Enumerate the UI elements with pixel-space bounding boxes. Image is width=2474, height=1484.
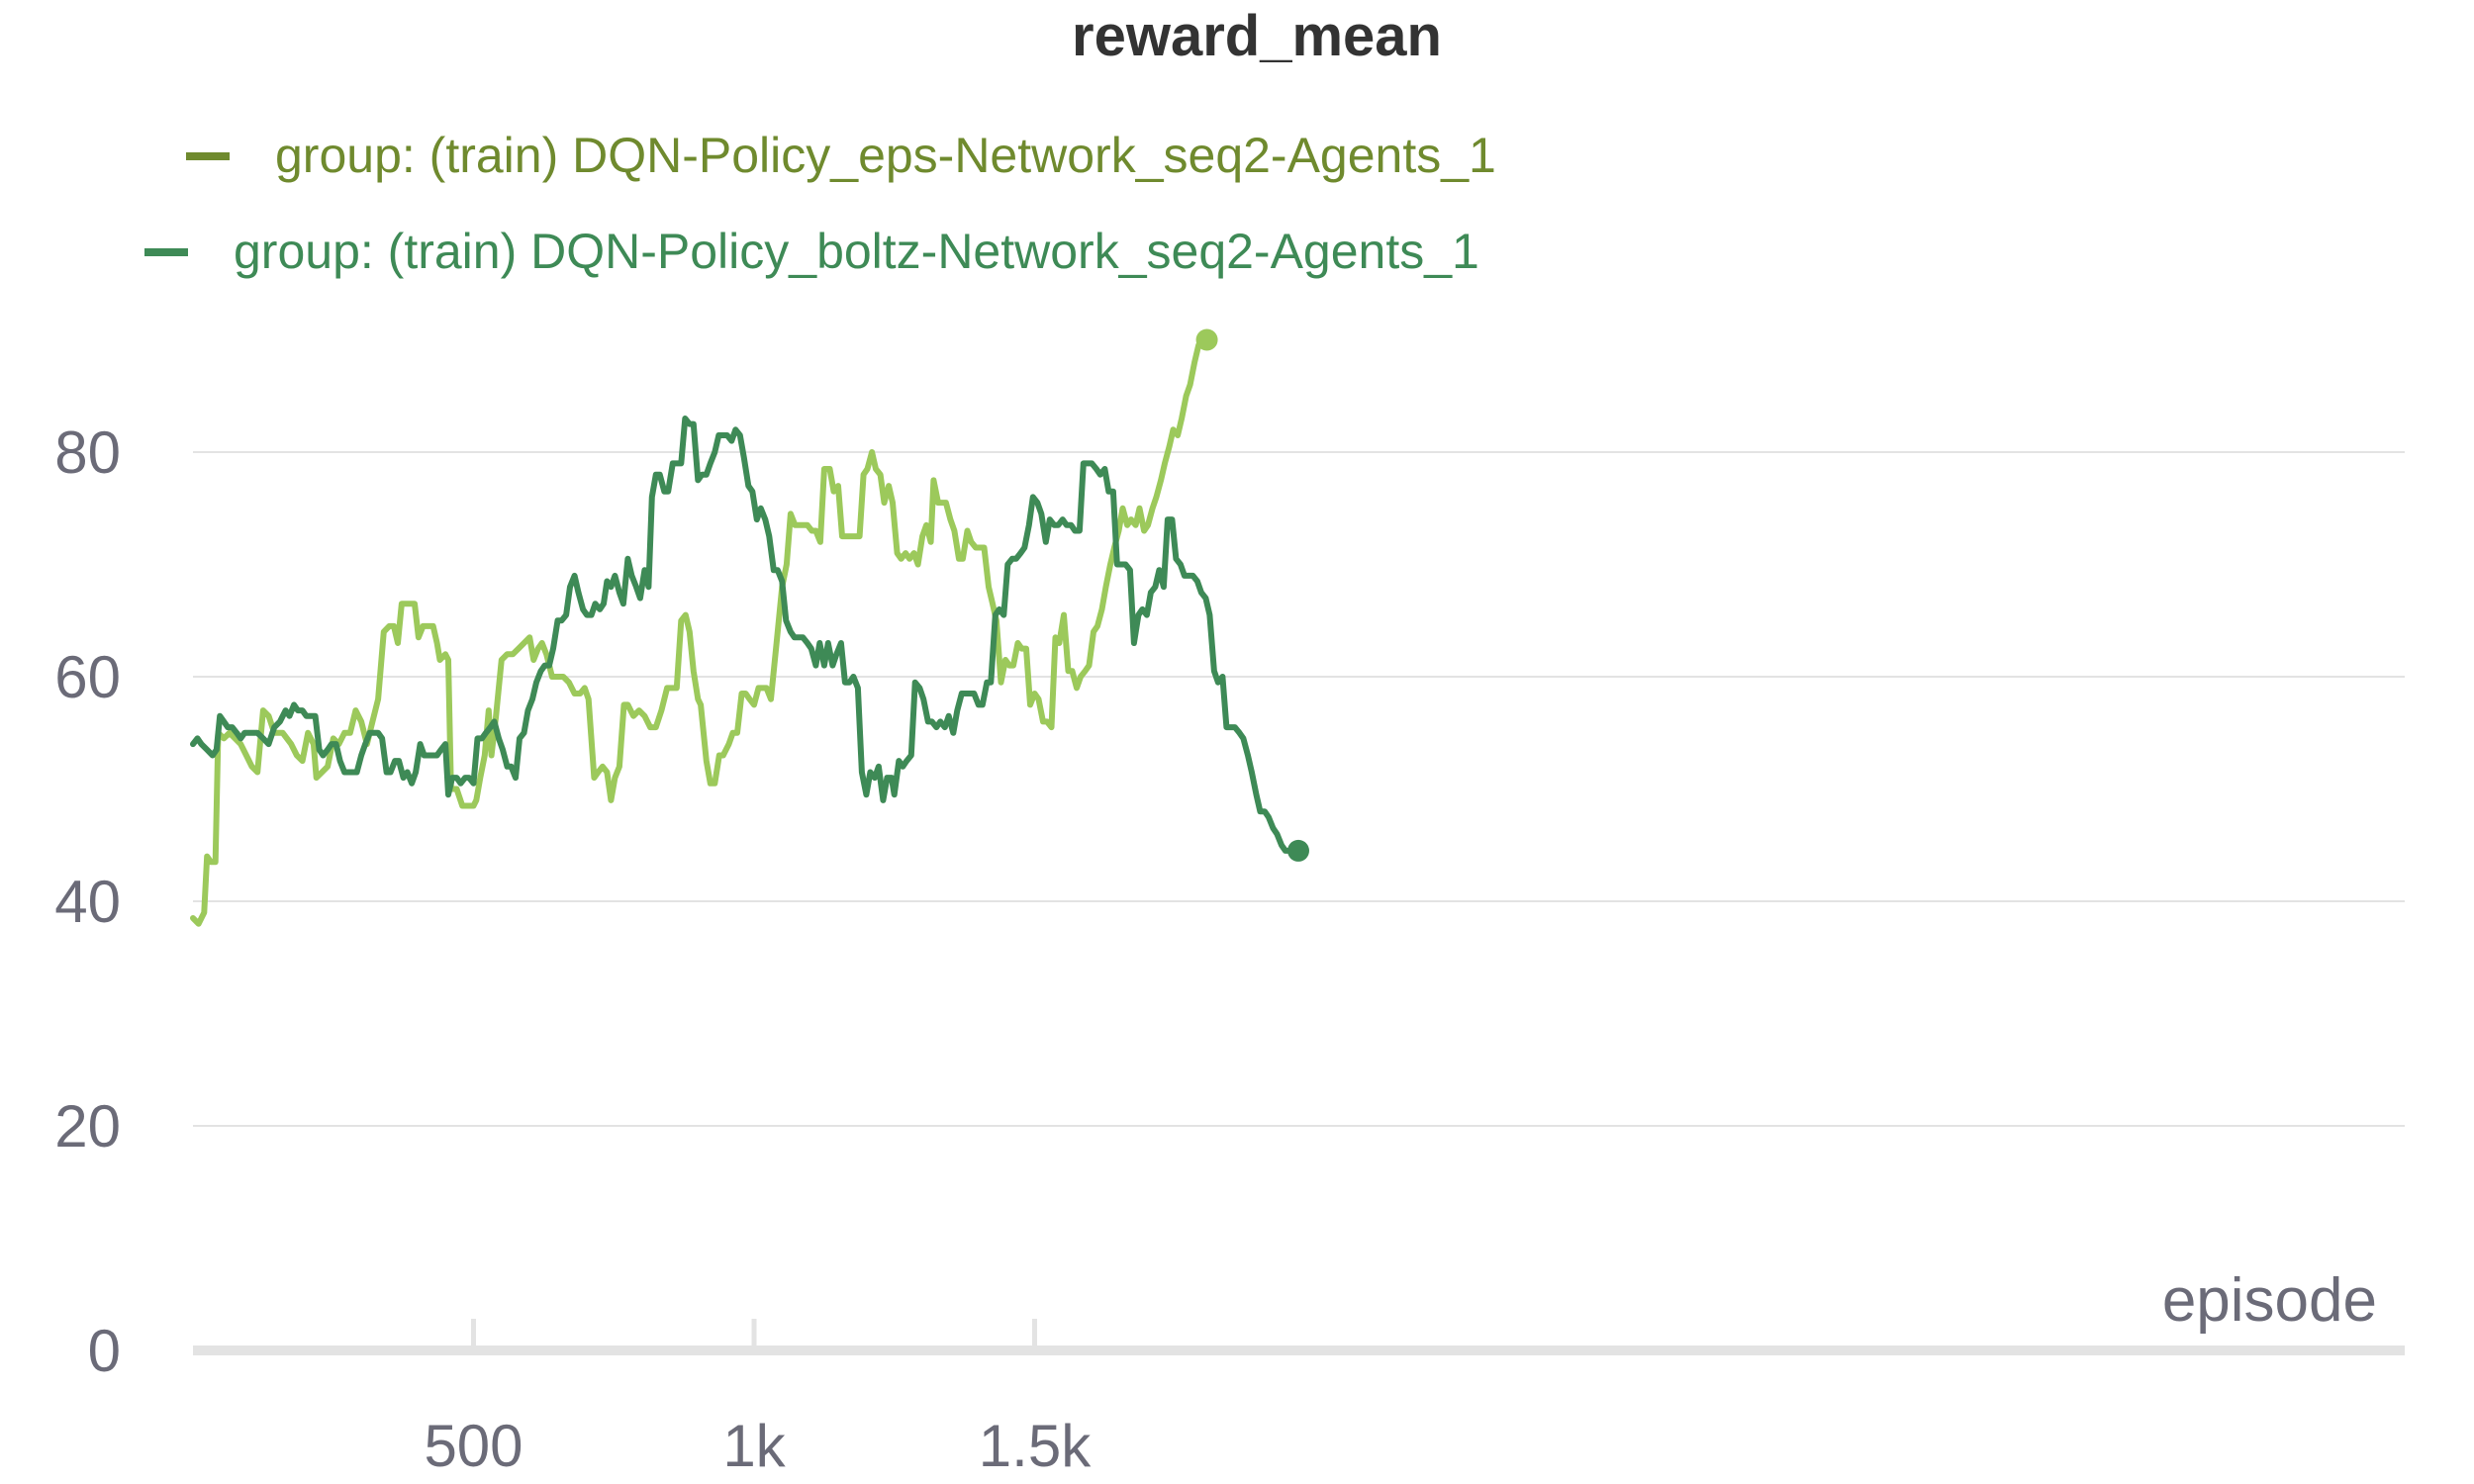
y-tick-label: 60 [54, 644, 121, 710]
series-line-boltz[interactable] [190, 416, 1301, 854]
y-tick-label: 20 [54, 1093, 121, 1159]
series-end-point-eps[interactable] [1195, 328, 1218, 351]
chart-title: reward_mean [1072, 4, 1442, 68]
x-axis-ticks: 500 1k 1.5k [424, 1319, 1092, 1479]
x-tick-label: 500 [424, 1413, 523, 1479]
x-tick-label: 1.5k [979, 1413, 1092, 1479]
y-tick-label: 0 [88, 1318, 121, 1384]
y-tick-label: 80 [54, 419, 121, 486]
x-axis-label: episode [2162, 1266, 2377, 1335]
legend-label-boltz: group: (train) DQN-Policy_boltz-Network_… [234, 224, 1479, 279]
legend-label-eps: group: (train) DQN-Policy_eps-Network_se… [275, 128, 1496, 183]
plot-area [190, 328, 1309, 927]
legend-item-boltz[interactable]: group: (train) DQN-Policy_boltz-Network_… [144, 224, 1479, 279]
legend: group: (train) DQN-Policy_eps-Network_se… [144, 128, 1496, 279]
y-tick-label: 40 [54, 869, 121, 935]
x-tick-label: 1k [722, 1413, 786, 1479]
series-line-eps[interactable] [190, 330, 1210, 927]
series-end-point-boltz[interactable] [1286, 839, 1309, 862]
gridlines [193, 451, 2405, 1355]
y-axis-ticks: 0 20 40 60 80 [54, 419, 121, 1384]
legend-item-eps[interactable]: group: (train) DQN-Policy_eps-Network_se… [186, 128, 1496, 183]
